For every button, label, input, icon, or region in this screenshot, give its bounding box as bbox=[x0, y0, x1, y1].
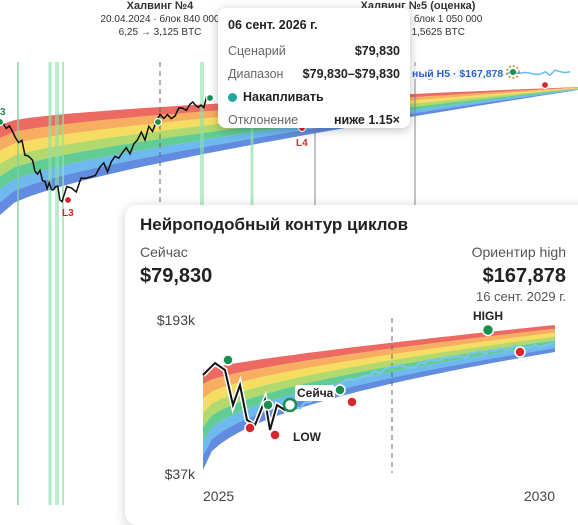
marker-label: L3 bbox=[62, 208, 74, 219]
annotation: LOW bbox=[293, 430, 322, 444]
label: Отклонение bbox=[228, 113, 299, 127]
label: Диапазон bbox=[228, 67, 284, 81]
price-line bbox=[0, 95, 213, 203]
annotation: HIGH bbox=[473, 309, 503, 323]
band bbox=[203, 325, 555, 385]
status: Накапливать bbox=[243, 90, 324, 104]
page: Халвинг №4 20.04.2024 · блок 840 000 6,2… bbox=[0, 0, 578, 505]
card-title: Нейроподобный контур циклов bbox=[140, 215, 408, 234]
point bbox=[540, 80, 550, 90]
tooltip-row: Сценарий $79,830 bbox=[228, 44, 400, 58]
card-chart: Нейроподобный контур циклов Сейчас $79,8… bbox=[140, 215, 566, 504]
card: Нейроподобный контур циклов Сейчас $79,8… bbox=[125, 205, 578, 525]
marker-label: 3 bbox=[0, 107, 6, 118]
band bbox=[203, 332, 555, 413]
status-dot bbox=[228, 92, 237, 102]
target-label: Ориентир high bbox=[472, 244, 566, 260]
tooltip: 06 сент. 2026 г. Сценарий $79,830 Диапазо… bbox=[218, 8, 410, 128]
value: ниже 1.15× bbox=[334, 113, 400, 127]
point bbox=[262, 399, 274, 411]
band bbox=[0, 87, 578, 151]
point bbox=[269, 429, 281, 441]
halving-block: · блок 1 050 000 bbox=[408, 13, 483, 25]
target-value: $167,878 bbox=[483, 265, 566, 287]
tooltip-date: 06 сент. 2026 г. bbox=[228, 18, 318, 32]
value: $79,830 bbox=[354, 44, 400, 58]
point bbox=[0, 117, 5, 127]
tooltip-row: Отклонение ниже 1.15× bbox=[228, 113, 400, 127]
point bbox=[244, 422, 256, 434]
now-value: $79,830 bbox=[140, 265, 212, 287]
now-point bbox=[282, 397, 298, 413]
h5-label: ный H5 · $167,878 bbox=[412, 68, 503, 80]
target-date: 16 сент. 2029 г. bbox=[476, 289, 566, 304]
value: $79,830–$79,830 bbox=[302, 67, 400, 81]
halving-title: Халвинг №4 bbox=[127, 0, 195, 12]
tooltip-status: Накапливать bbox=[228, 90, 400, 104]
x-label: 2030 bbox=[524, 488, 555, 504]
label-bg bbox=[410, 66, 506, 79]
label-bg bbox=[295, 385, 335, 401]
point bbox=[153, 117, 163, 127]
halving-block: 20.04.2024 · блок 840 000 bbox=[100, 13, 219, 25]
point bbox=[481, 323, 495, 337]
marker-label: L4 bbox=[296, 138, 308, 149]
halving-reward: 6,25 → 3,125 BTC bbox=[119, 27, 202, 38]
now-label: Сейчас bbox=[140, 244, 188, 260]
annotation: Сейча bbox=[297, 386, 334, 400]
h5-dot bbox=[510, 69, 516, 75]
y-label: $193k bbox=[157, 312, 196, 328]
halving-reward: 3,125 → 1,5625 BTC bbox=[371, 27, 465, 38]
label: Сценарий bbox=[228, 44, 286, 58]
x-label: 2025 bbox=[203, 488, 234, 504]
band bbox=[203, 328, 555, 399]
point bbox=[346, 396, 358, 408]
point bbox=[334, 384, 346, 396]
point bbox=[514, 346, 526, 358]
y-label: $37k bbox=[165, 466, 196, 482]
point bbox=[205, 93, 215, 103]
point bbox=[222, 354, 234, 366]
tooltip-row: Диапазон $79,830–$79,830 bbox=[228, 67, 400, 81]
band bbox=[0, 87, 578, 138]
point bbox=[63, 195, 73, 205]
h5-marker bbox=[506, 65, 520, 79]
